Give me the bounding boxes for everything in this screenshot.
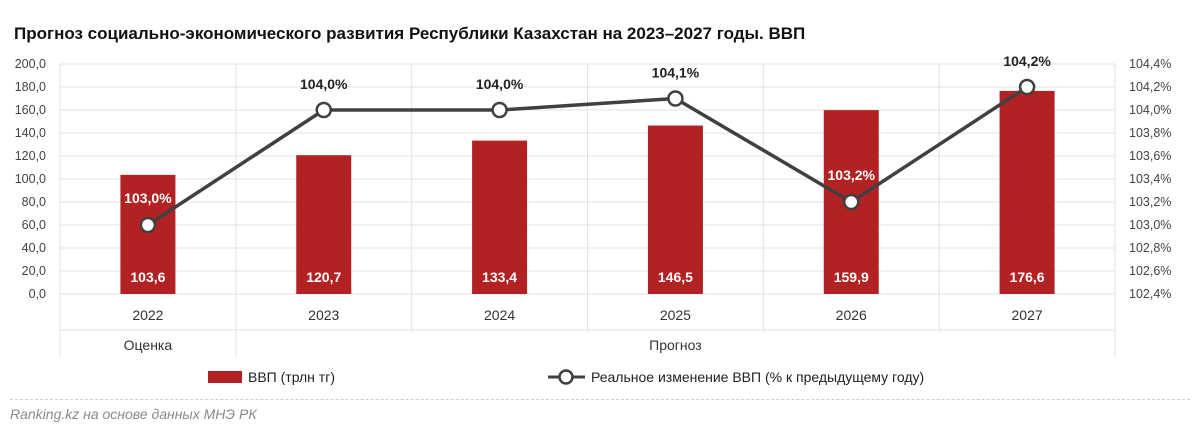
y-left-tick-label: 20,0 — [22, 264, 46, 278]
gdp-bar — [647, 125, 703, 295]
y-right-tick-label: 103,2% — [1129, 195, 1171, 209]
legend-bar-swatch — [208, 371, 242, 383]
y-left-tick-label: 120,0 — [15, 149, 46, 163]
growth-point-label: 104,0% — [300, 76, 348, 92]
x-tick-label: 2023 — [308, 307, 339, 323]
x-tick-label: 2024 — [484, 307, 515, 323]
growth-point — [1018, 78, 1036, 96]
growth-point — [667, 90, 684, 107]
y-right-tick-label: 103,0% — [1129, 218, 1171, 232]
y-left-tick-label: 160,0 — [15, 103, 46, 117]
y-left-tick-label: 100,0 — [15, 172, 46, 186]
y-left-tick-label: 200,0 — [15, 57, 46, 71]
y-right-tick-label: 103,4% — [1129, 172, 1171, 186]
gdp-chart: 103,6 120,7 133,4 146,5 159,9 176,6 103,0% 104,… — [15, 53, 1172, 385]
x-tick-label: 2026 — [836, 307, 867, 323]
y-right-tick-label: 102,4% — [1129, 287, 1171, 301]
growth-point — [315, 101, 332, 119]
growth-point — [139, 216, 157, 234]
y-left-tick-label: 0,0 — [29, 287, 46, 301]
y-left-tick-label: 40,0 — [22, 241, 46, 255]
x-group-label: Прогноз — [649, 337, 702, 353]
gdp-bar-label: 146,5 — [658, 269, 693, 285]
y-left-tick-label: 80,0 — [22, 195, 46, 209]
gdp-bar — [120, 174, 176, 294]
legend-line-marker — [558, 369, 574, 385]
gdp-bar — [999, 90, 1055, 294]
growth-point — [843, 193, 860, 211]
source-divider — [10, 399, 1190, 400]
x-tick-label: 2025 — [660, 307, 691, 323]
x-tick-label: 2027 — [1012, 307, 1043, 323]
legend-bar-label: ВВП (трлн тг) — [248, 369, 335, 385]
gdp-bar-label: 176,6 — [1010, 269, 1045, 285]
y-left-tick-label: 60,0 — [22, 218, 46, 232]
x-tick-label: 2022 — [132, 307, 163, 323]
chart-title: Прогноз социально-экономического развити… — [14, 24, 806, 43]
gdp-bar — [296, 155, 352, 294]
growth-point-label: 104,0% — [476, 76, 524, 92]
legend-line-label: Реальное изменение ВВП (% к предыдущему … — [591, 369, 924, 385]
growth-point-label: 103,0% — [124, 190, 172, 206]
y-right-tick-label: 103,6% — [1129, 149, 1171, 163]
y-right-tick-label: 104,2% — [1129, 80, 1171, 94]
gdp-bar — [472, 140, 528, 294]
y-right-tick-label: 104,4% — [1129, 57, 1171, 71]
growth-point-label: 103,2% — [828, 167, 876, 183]
growth-point-label: 104,1% — [652, 65, 700, 81]
y-left-tick-label: 140,0 — [15, 126, 46, 140]
growth-point — [491, 101, 508, 119]
y-right-tick-label: 104,0% — [1129, 103, 1171, 117]
growth-line — [146, 85, 1029, 227]
y-left-tick-label: 180,0 — [15, 80, 46, 94]
y-right-tick-label: 103,8% — [1129, 126, 1171, 140]
gdp-bar-label: 133,4 — [482, 269, 517, 285]
gdp-bar-label: 159,9 — [834, 269, 869, 285]
gdp-bar-label: 120,7 — [306, 269, 341, 285]
y-right-tick-label: 102,6% — [1129, 264, 1171, 278]
gdp-bar-label: 103,6 — [130, 269, 165, 285]
y-right-tick-label: 102,8% — [1129, 241, 1171, 255]
source-note: Ranking.kz на основе данных МНЭ РК — [10, 406, 257, 422]
x-group-label: Оценка — [124, 337, 173, 353]
growth-point-label: 104,2% — [1003, 53, 1051, 69]
